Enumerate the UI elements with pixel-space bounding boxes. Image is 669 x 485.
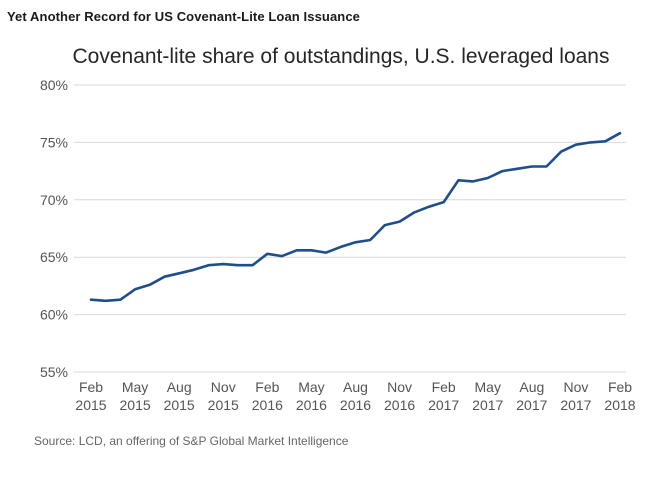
- x-tick-label: Aug 2016: [340, 379, 371, 413]
- y-tick-label: 70%: [40, 192, 68, 208]
- x-tick-label: Feb 2016: [252, 379, 283, 413]
- y-tick-label: 65%: [40, 249, 68, 265]
- source-note: Source: LCD, an offering of S&P Global M…: [34, 434, 349, 448]
- y-tick-label: 55%: [40, 364, 68, 380]
- y-tick-label: 80%: [40, 77, 68, 93]
- x-tick-label: May 2015: [120, 379, 151, 413]
- x-tick-label: Nov 2016: [384, 379, 415, 413]
- x-tick-label: Nov 2017: [560, 379, 591, 413]
- x-tick-label: Feb 2017: [428, 379, 459, 413]
- headline: Yet Another Record for US Covenant-Lite …: [7, 9, 360, 24]
- x-tick-label: Aug 2017: [516, 379, 547, 413]
- y-tick-label: 60%: [40, 307, 68, 323]
- x-tick-label: Feb 2018: [604, 379, 635, 413]
- series: [89, 131, 622, 303]
- x-tick-label: Aug 2015: [164, 379, 195, 413]
- y-axis-labels: 55% 60% 65% 70% 75% 80%: [40, 77, 68, 380]
- series-line: [89, 131, 622, 303]
- x-tick-label: Nov 2015: [208, 379, 239, 413]
- y-tick-label: 75%: [40, 134, 68, 150]
- x-axis-labels: Feb 2015 May 2015 Aug 2015 Nov 2015 Feb 2016 May 20…: [75, 379, 635, 413]
- chart-title: Covenant-lite share of outstandings, U.S…: [73, 45, 610, 68]
- x-tick-label: May 2016: [296, 379, 327, 413]
- gridlines: [74, 84, 626, 373]
- x-tick-label: Feb 2015: [75, 379, 106, 413]
- x-tick-label: May 2017: [472, 379, 503, 413]
